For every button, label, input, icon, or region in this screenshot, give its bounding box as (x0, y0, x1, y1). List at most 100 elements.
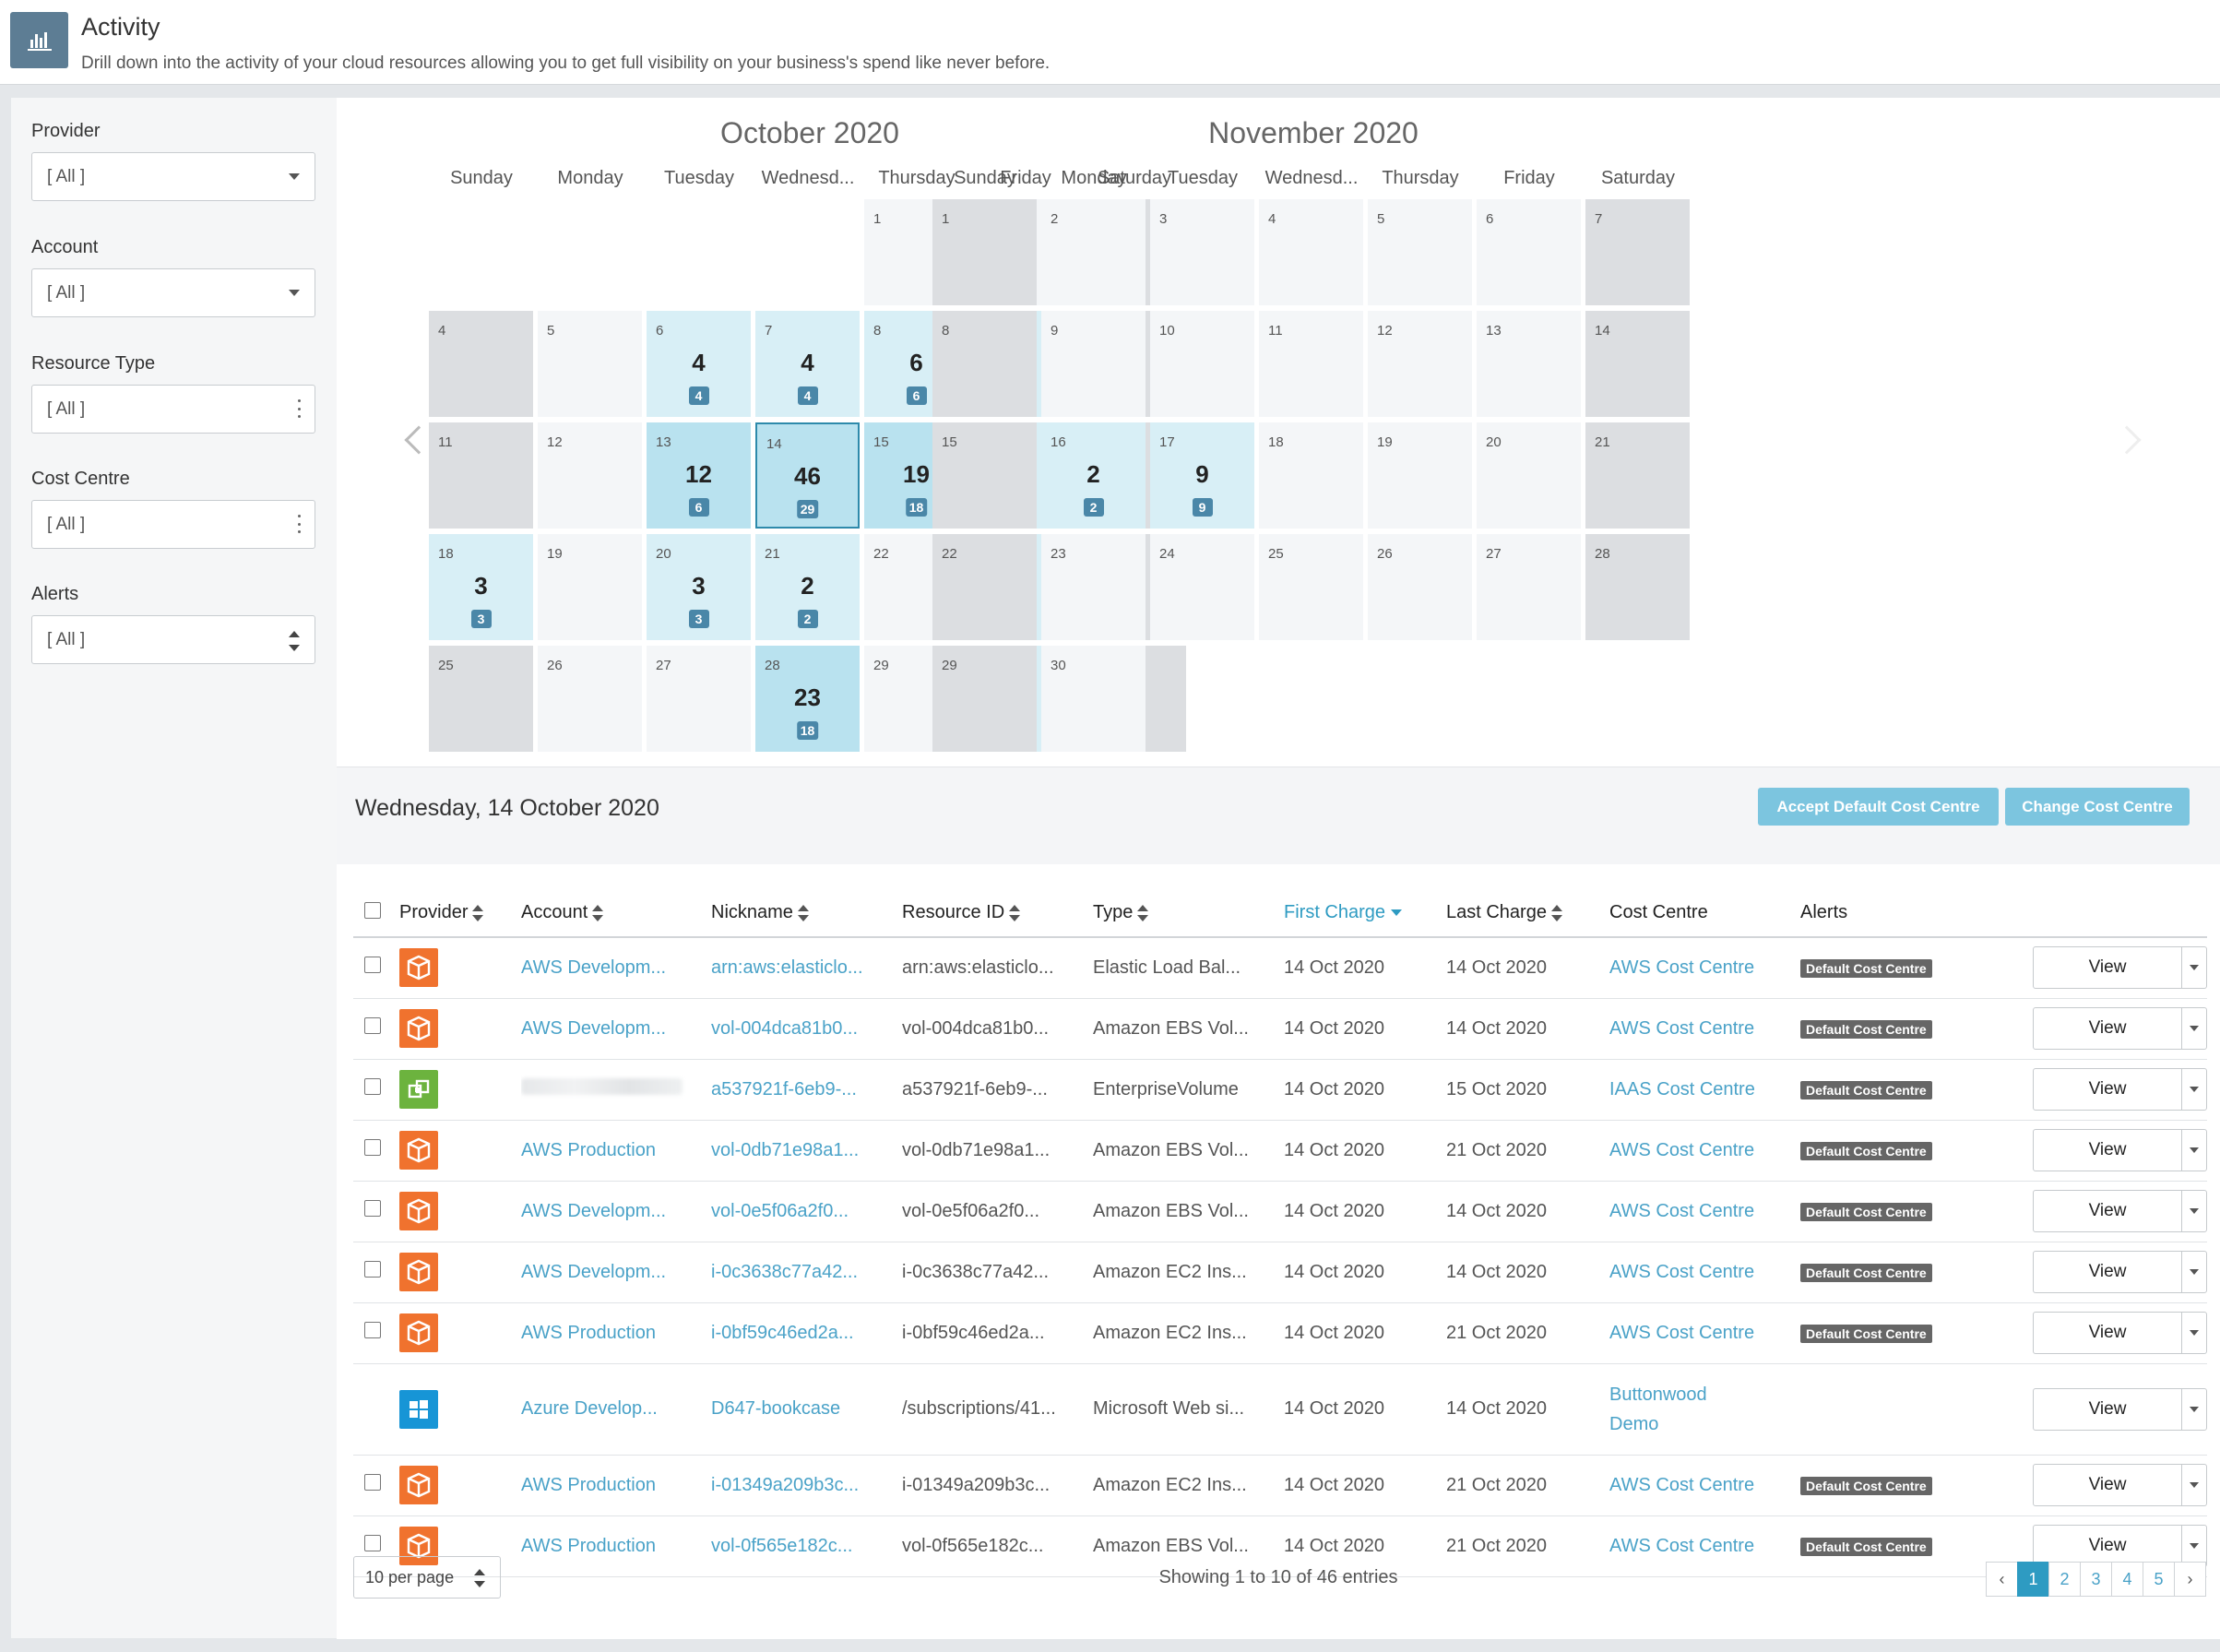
calendar-day[interactable]: 20 (1477, 422, 1581, 529)
view-split-button[interactable]: View (2033, 1190, 2207, 1232)
row-checkbox[interactable] (364, 1017, 381, 1034)
calendar-day[interactable]: 14 (1585, 311, 1690, 417)
calendar-day[interactable]: 10 (1150, 311, 1254, 417)
pagination-page[interactable]: 4 (2111, 1562, 2143, 1597)
pagination-page[interactable]: 1 (2017, 1562, 2049, 1597)
chevron-down-icon[interactable] (2182, 1252, 2206, 1292)
calendar-day[interactable]: 24 (1150, 534, 1254, 640)
table-row[interactable]: AWS Production i-0bf59c46ed2a... i-0bf59c4… (353, 1302, 2207, 1364)
accept-default-cost-centre-button[interactable]: Accept Default Cost Centre (1758, 788, 1999, 826)
row-checkbox[interactable] (364, 1261, 381, 1278)
col-last-charge[interactable]: Last Charge (1446, 889, 1609, 938)
nickname-link[interactable]: vol-0f565e182c... (711, 1535, 853, 1556)
pagination-next[interactable]: › (2174, 1562, 2206, 1597)
calendar-day[interactable]: 25 (1259, 534, 1363, 640)
calendar-day[interactable]: 13 (1477, 311, 1581, 417)
calendar-day[interactable]: 6 (1477, 199, 1581, 305)
calendar-day[interactable]: 19 (538, 534, 642, 640)
row-checkbox[interactable] (364, 957, 381, 974)
cost-centre-link[interactable]: Buttonwood Demo (1609, 1380, 1707, 1439)
view-split-button[interactable]: View (2033, 1387, 2207, 1431)
view-split-button[interactable]: View (2033, 946, 2207, 990)
chevron-down-icon[interactable] (2182, 1465, 2206, 1505)
pagination-page[interactable]: 2 (2048, 1562, 2081, 1597)
view-button[interactable]: View (2034, 1388, 2182, 1430)
account-select[interactable]: [ All ] (31, 268, 315, 317)
calendar-day[interactable]: 5 (538, 311, 642, 417)
account-link[interactable]: AWS Production (521, 1322, 656, 1343)
alerts-select[interactable]: [ All ] (31, 615, 315, 664)
calendar-day[interactable]: 17 9 9 (1150, 422, 1254, 529)
pagination-page[interactable]: 5 (2143, 1562, 2175, 1597)
chevron-down-icon[interactable] (2182, 1191, 2206, 1231)
col-resource-id[interactable]: Resource ID (902, 889, 1093, 938)
view-button[interactable]: View (2034, 1191, 2182, 1231)
calendar-day[interactable]: 19 (1368, 422, 1472, 529)
nickname-link[interactable]: a537921f-6eb9-... (711, 1078, 857, 1099)
account-link[interactable]: AWS Developm... (521, 1017, 667, 1039)
view-button[interactable]: View (2034, 947, 2182, 989)
cost-centre-link[interactable]: AWS Cost Centre (1609, 1322, 1755, 1343)
view-button[interactable]: View (2034, 1130, 2182, 1171)
calendar-day[interactable]: 18 3 3 (429, 534, 533, 640)
view-button[interactable]: View (2034, 1008, 2182, 1049)
table-row[interactable]: AWS Developm... arn:aws:elasticlo... arn:a… (353, 937, 2207, 999)
col-type[interactable]: Type (1093, 889, 1284, 938)
cost-centre-link[interactable]: IAAS Cost Centre (1609, 1078, 1755, 1099)
calendar-day[interactable]: 28 23 18 (755, 646, 860, 752)
calendar-day[interactable]: 8 (932, 311, 1037, 417)
select-all-checkbox[interactable] (364, 901, 381, 919)
view-split-button[interactable]: View (2033, 1129, 2207, 1171)
per-page-select[interactable]: 10 per page (353, 1556, 501, 1599)
nickname-link[interactable]: vol-0db71e98a1... (711, 1139, 860, 1160)
calendar-day[interactable]: 26 (1368, 534, 1472, 640)
chevron-down-icon[interactable] (2182, 947, 2206, 988)
view-split-button[interactable]: View (2033, 1525, 2207, 1567)
view-split-button[interactable]: View (2033, 1068, 2207, 1111)
table-row[interactable]: AWS Developm... vol-004dca81b0... vol-004d… (353, 998, 2207, 1060)
calendar-day[interactable]: 15 (932, 422, 1037, 529)
cost-centre-link[interactable]: AWS Cost Centre (1609, 1139, 1755, 1160)
calendar-day[interactable]: 4 (429, 311, 533, 417)
view-button[interactable]: View (2034, 1069, 2182, 1110)
calendar-day[interactable]: 27 (647, 646, 751, 752)
cost-centre-link[interactable]: AWS Cost Centre (1609, 1474, 1755, 1495)
cost-centre-link[interactable]: AWS Cost Centre (1609, 957, 1755, 978)
view-split-button[interactable]: View (2033, 1464, 2207, 1506)
account-link[interactable]: AWS Developm... (521, 957, 667, 978)
table-row[interactable]: a537921f-6eb9-... a537921f-6eb9-... Enterp… (353, 1059, 2207, 1121)
resource-type-select[interactable]: [ All ] (31, 385, 315, 434)
calendar-day[interactable]: 20 3 3 (647, 534, 751, 640)
calendar-day[interactable]: 2 (1041, 199, 1146, 305)
chevron-down-icon[interactable] (2182, 1069, 2206, 1110)
nickname-link[interactable]: vol-004dca81b0... (711, 1017, 859, 1039)
account-link[interactable]: AWS Developm... (521, 1200, 667, 1221)
calendar-day[interactable]: 12 (538, 422, 642, 529)
view-split-button[interactable]: View (2033, 1007, 2207, 1050)
calendar-day[interactable]: 13 12 6 (647, 422, 751, 529)
row-checkbox[interactable] (364, 1078, 381, 1095)
calendar-day[interactable]: 6 4 4 (647, 311, 751, 417)
pagination-prev[interactable]: ‹ (1986, 1562, 2018, 1597)
row-checkbox[interactable] (364, 1200, 381, 1217)
view-split-button[interactable]: View (2033, 1312, 2207, 1354)
calendar-day[interactable]: 11 (429, 422, 533, 529)
table-row[interactable]: AWS Developm... vol-0e5f06a2f0... vol-0e5f… (353, 1181, 2207, 1242)
calendar-day[interactable]: 22 (932, 534, 1037, 640)
nickname-link[interactable]: arn:aws:elasticlo... (711, 957, 863, 978)
nickname-link[interactable]: vol-0e5f06a2f0... (711, 1200, 849, 1221)
chevron-down-icon[interactable] (2182, 1313, 2206, 1353)
calendar-day[interactable]: 12 (1368, 311, 1472, 417)
view-button[interactable]: View (2034, 1465, 2182, 1505)
cost-centre-link[interactable]: AWS Cost Centre (1609, 1017, 1755, 1039)
chevron-down-icon[interactable] (2182, 1130, 2206, 1171)
view-button[interactable]: View (2034, 1526, 2182, 1566)
chevron-down-icon[interactable] (2182, 1389, 2206, 1430)
table-row[interactable]: AWS Production i-01349a209b3c... i-01349a2… (353, 1455, 2207, 1516)
account-link[interactable]: AWS Production (521, 1139, 656, 1160)
calendar-day[interactable]: 14 46 29 (755, 422, 860, 529)
view-button[interactable]: View (2034, 1252, 2182, 1292)
cost-centre-link[interactable]: AWS Cost Centre (1609, 1535, 1755, 1556)
calendar-day[interactable]: 27 (1477, 534, 1581, 640)
calendar-day[interactable]: 25 (429, 646, 533, 752)
